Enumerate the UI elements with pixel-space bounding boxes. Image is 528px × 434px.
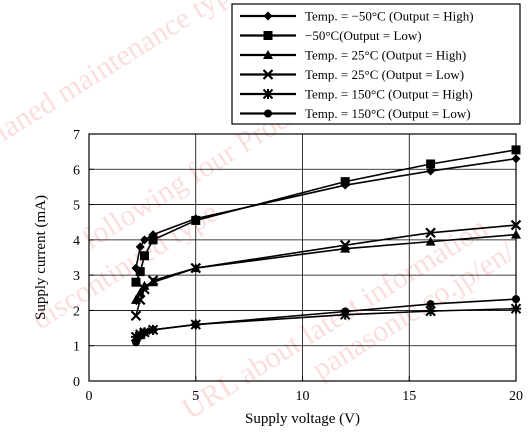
series-5-point-1 (130, 331, 142, 343)
axes: 0 5 10 15 20 0 1 2 3 4 5 6 7 Supply voltage (V) Supply… (33, 128, 523, 427)
x-tick-label-2: 10 (296, 389, 310, 404)
legend-marker-1 (263, 11, 273, 21)
legend: Temp. = −50°C (Output = High) −50°C(Outpu… (231, 3, 521, 125)
x-tick-label-0: 0 (86, 389, 93, 404)
x-tick-label-3: 15 (402, 389, 416, 404)
legend-marker-2 (263, 31, 273, 40)
series-6 (131, 295, 520, 347)
y-tick-label-5: 5 (73, 199, 80, 214)
series-2-point-1 (131, 277, 141, 287)
legend-label-5: Temp. = 150°C (Output = High) (305, 87, 473, 102)
series-2-point-7 (426, 159, 436, 169)
y-tick-label-1: 1 (73, 340, 80, 355)
series-6-point-6 (341, 307, 350, 316)
series-5-point-7 (425, 305, 436, 317)
legend-label-4: Temp. = 25°C (Output = Low) (305, 67, 464, 82)
legend-label-6: Temp. = 150°C (Output = Low) (305, 106, 471, 121)
y-tick-label-6: 6 (73, 163, 80, 178)
series-2-point-3 (140, 251, 150, 261)
series-1-point-3 (140, 235, 150, 245)
series-4-point-1 (130, 310, 142, 321)
legend-marker-3 (263, 50, 273, 59)
y-axis-title: Supply current (mA) (33, 195, 49, 320)
series-1-point-7 (426, 166, 436, 176)
series-4-point-7 (425, 227, 436, 239)
legend-label-2: −50°C(Output = Low) (305, 28, 422, 43)
series-2-point-2 (135, 267, 145, 277)
series-4-point-6 (339, 239, 351, 251)
y-tick-label-4: 4 (73, 234, 80, 249)
series-6-point-3 (140, 328, 149, 337)
series-2-point-4 (148, 235, 158, 245)
series-4-point-3 (139, 283, 150, 295)
series-3-point-7 (425, 236, 436, 246)
legend-box (231, 3, 521, 125)
y-tick-label-0: 0 (73, 375, 80, 390)
y-tick-label-2: 2 (73, 304, 80, 319)
series-6-point-7 (426, 300, 435, 309)
legend-marker-6 (264, 109, 272, 118)
watermark-text-1: planed maintenance type (0, 0, 247, 156)
legend-label-3: Temp. = 25°C (Output = High) (305, 48, 466, 63)
series-1-point-2 (135, 242, 145, 252)
series-4 (130, 219, 522, 321)
series-4-point-4 (147, 275, 159, 286)
x-tick-label-1: 5 (192, 389, 199, 404)
series-layer (130, 145, 522, 347)
series-6-point-5 (191, 320, 200, 329)
series-2-point-6 (340, 177, 350, 187)
y-tick-label-3: 3 (73, 269, 80, 284)
legend-marker-4 (262, 69, 274, 80)
x-axis-title: Supply voltage (V) (245, 411, 360, 427)
series-6-point-1 (131, 338, 140, 347)
series-4-point-5 (190, 262, 202, 274)
legend-marker-5 (262, 88, 274, 100)
series-6-point-4 (149, 325, 158, 334)
series-2-point-5 (191, 215, 201, 225)
series-3-point-6 (340, 243, 351, 253)
series-4-point-2 (134, 294, 146, 306)
watermark-text-4: URL about latest information (176, 211, 493, 426)
x-tick-label-4: 20 (509, 389, 523, 404)
legend-label-1: Temp. = −50°C (Output = High) (305, 9, 474, 24)
y-tick-label-7: 7 (73, 128, 80, 143)
